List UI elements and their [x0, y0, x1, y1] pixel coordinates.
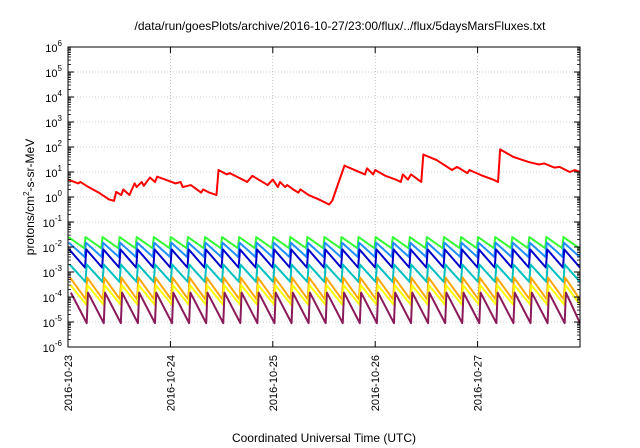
y-tick-base: 10 — [45, 68, 57, 80]
y-tick-base: 10 — [45, 168, 57, 180]
x-tick-label: 2016-10-23 — [63, 355, 75, 411]
y-tick-base: 10 — [43, 268, 55, 280]
series-line — [67, 236, 580, 250]
y-tick-label: 10-6 — [43, 339, 63, 355]
y-tick-exponent: 5 — [58, 64, 63, 73]
y-tick-label: 105 — [45, 64, 62, 80]
y-tick-base: 10 — [45, 143, 57, 155]
y-tick-exponent: 4 — [58, 89, 63, 98]
series-group — [67, 148, 581, 325]
y-tick-label: 100 — [45, 189, 62, 205]
y-tick-base: 10 — [43, 318, 55, 330]
y-tick-exponent: 3 — [58, 114, 63, 123]
y-tick-base: 10 — [45, 93, 57, 105]
x-tick-label: 2016-10-26 — [370, 355, 382, 411]
y-axis-ticks: 10610510410310210110010-110-210-310-410-… — [43, 39, 580, 355]
x-axis-ticks: 2016-10-23 2016-10-24 2016-10-25 2016-10-26… — [63, 47, 485, 411]
y-axis-label-base: protons/cm — [23, 196, 37, 255]
y-tick-base: 10 — [45, 43, 57, 55]
y-axis-label-sup: 2 — [22, 191, 31, 196]
y-axis-label-rest: -s-sr-MeV — [23, 139, 37, 192]
y-tick-exponent: 0 — [58, 189, 63, 198]
y-tick-label: 10-5 — [43, 314, 63, 330]
y-tick-exponent: -2 — [55, 239, 63, 248]
y-tick-label: 10-3 — [43, 264, 63, 280]
y-tick-exponent: 2 — [58, 139, 63, 148]
x-tick-label: 2016-10-24 — [165, 355, 177, 411]
y-tick-label: 102 — [45, 139, 62, 155]
series-line — [68, 263, 581, 283]
chart-title: /data/run/goesPlots/archive/2016-10-27/2… — [135, 19, 547, 33]
y-tick-exponent: -1 — [55, 214, 63, 223]
y-tick-base: 10 — [43, 293, 55, 305]
y-tick-label: 106 — [45, 39, 62, 55]
x-tick-label: 2016-10-25 — [268, 355, 280, 411]
y-tick-exponent: 1 — [58, 164, 63, 173]
y-tick-base: 10 — [45, 118, 57, 130]
y-tick-exponent: -3 — [55, 264, 63, 273]
series-line — [69, 291, 581, 325]
y-tick-exponent: -4 — [55, 289, 63, 298]
y-axis-label: protons/cm2-s-sr-MeV — [22, 139, 37, 255]
y-tick-base: 10 — [43, 218, 55, 230]
y-tick-base: 10 — [45, 193, 57, 205]
y-tick-base: 10 — [43, 243, 55, 255]
x-axis-label: Coordinated Universal Time (UTC) — [232, 431, 416, 445]
y-tick-label: 103 — [45, 114, 62, 130]
y-tick-label: 104 — [45, 89, 62, 105]
y-tick-base: 10 — [43, 343, 55, 355]
series-line — [67, 148, 581, 206]
y-tick-exponent: -6 — [55, 339, 63, 348]
y-tick-label: 101 — [45, 164, 62, 180]
y-tick-label: 10-1 — [43, 214, 63, 230]
series-line — [68, 248, 581, 269]
x-tick-label: 2016-10-27 — [473, 355, 485, 411]
y-tick-label: 10-2 — [43, 239, 63, 255]
y-tick-exponent: 6 — [58, 39, 63, 48]
y-tick-label: 10-4 — [43, 289, 63, 305]
y-tick-exponent: -5 — [55, 314, 63, 323]
